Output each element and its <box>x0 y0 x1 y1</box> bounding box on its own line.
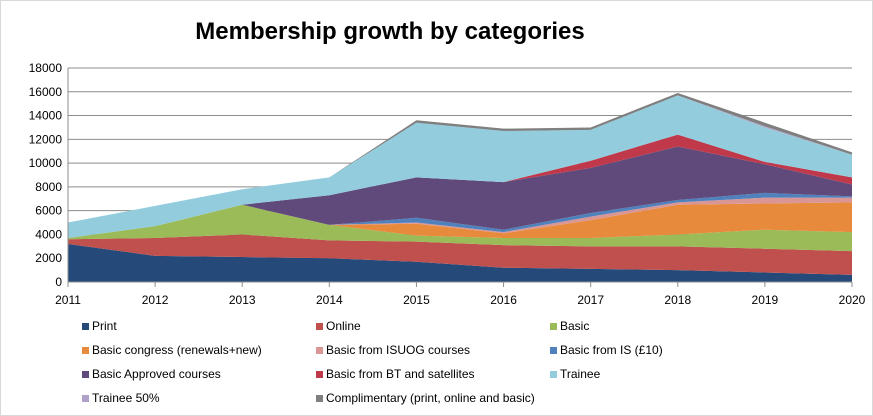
y-tick-label: 2000 <box>35 251 62 265</box>
x-tick-label: 2018 <box>664 293 691 307</box>
legend-label: Basic from IS (£10) <box>560 343 663 357</box>
x-tick-label: 2015 <box>403 293 430 307</box>
legend-swatch <box>82 322 89 330</box>
area-series-5 <box>68 192 852 239</box>
legend-item: Complimentary (print, online and basic) <box>316 391 535 405</box>
legend-item: Trainee 50% <box>82 391 160 405</box>
chart-title: Membership growth by categories <box>195 18 585 45</box>
area-series-1 <box>68 234 852 275</box>
legend-item: Online <box>316 319 361 333</box>
x-tick-label: 2011 <box>55 293 81 307</box>
y-tick-label: 0 <box>55 275 62 289</box>
x-tick-label: 2013 <box>229 293 256 307</box>
area-series-0 <box>68 243 852 282</box>
legend-item: Print <box>82 319 117 333</box>
legend-item: Basic from ISUOG courses <box>316 343 470 357</box>
area-series-8 <box>68 95 852 239</box>
legend-swatch <box>82 370 89 378</box>
legend-swatch <box>316 346 323 354</box>
legend-label: Basic from BT and satellites <box>326 367 475 381</box>
y-tick-label: 10000 <box>29 156 63 170</box>
x-tick-label: 2016 <box>490 293 517 307</box>
legend-swatch <box>550 346 557 354</box>
legend-item: Basic from IS (£10) <box>550 343 663 357</box>
area-series-4 <box>68 197 852 239</box>
legend-label: Basic congress (renewals+new) <box>92 343 262 357</box>
area-series-6 <box>68 146 852 239</box>
legend-label: Print <box>92 319 117 333</box>
y-tick-label: 14000 <box>29 109 63 123</box>
legend-label: Online <box>326 319 361 333</box>
area-series-3 <box>68 202 852 239</box>
y-tick-label: 4000 <box>35 227 62 241</box>
legend-swatch <box>550 322 557 330</box>
legend-item: Basic Approved courses <box>82 367 221 381</box>
area-series-2 <box>68 204 852 252</box>
legend-label: Basic <box>560 319 590 333</box>
y-tick-label: 6000 <box>35 204 62 218</box>
legend-item: Basic <box>550 319 589 333</box>
y-tick-label: 8000 <box>35 180 62 194</box>
legend-label: Basic Approved courses <box>92 367 221 381</box>
legend-label: Complimentary (print, online and basic) <box>326 391 535 405</box>
legend-item: Basic congress (renewals+new) <box>82 343 262 357</box>
y-tick-label: 12000 <box>29 132 63 146</box>
legend-swatch <box>316 322 323 330</box>
legend-label: Basic from ISUOG courses <box>326 343 471 357</box>
legend-label: Trainee 50% <box>92 391 160 405</box>
x-tick-label: 2020 <box>839 293 866 307</box>
legend-label: Trainee <box>560 367 601 381</box>
legend-item: Basic from BT and satellites <box>316 367 475 381</box>
legend-swatch <box>82 394 89 402</box>
legend-swatch <box>316 370 323 378</box>
legend-item: Trainee <box>550 367 600 381</box>
legend-swatch <box>316 394 323 402</box>
x-tick-label: 2017 <box>577 293 604 307</box>
y-tick-label: 18000 <box>29 61 63 75</box>
x-tick-label: 2019 <box>752 293 779 307</box>
x-tick-label: 2014 <box>316 293 343 307</box>
legend-swatch <box>82 346 89 354</box>
y-tick-label: 16000 <box>29 85 63 99</box>
x-tick-label: 2012 <box>142 293 169 307</box>
legend-swatch <box>550 370 557 378</box>
